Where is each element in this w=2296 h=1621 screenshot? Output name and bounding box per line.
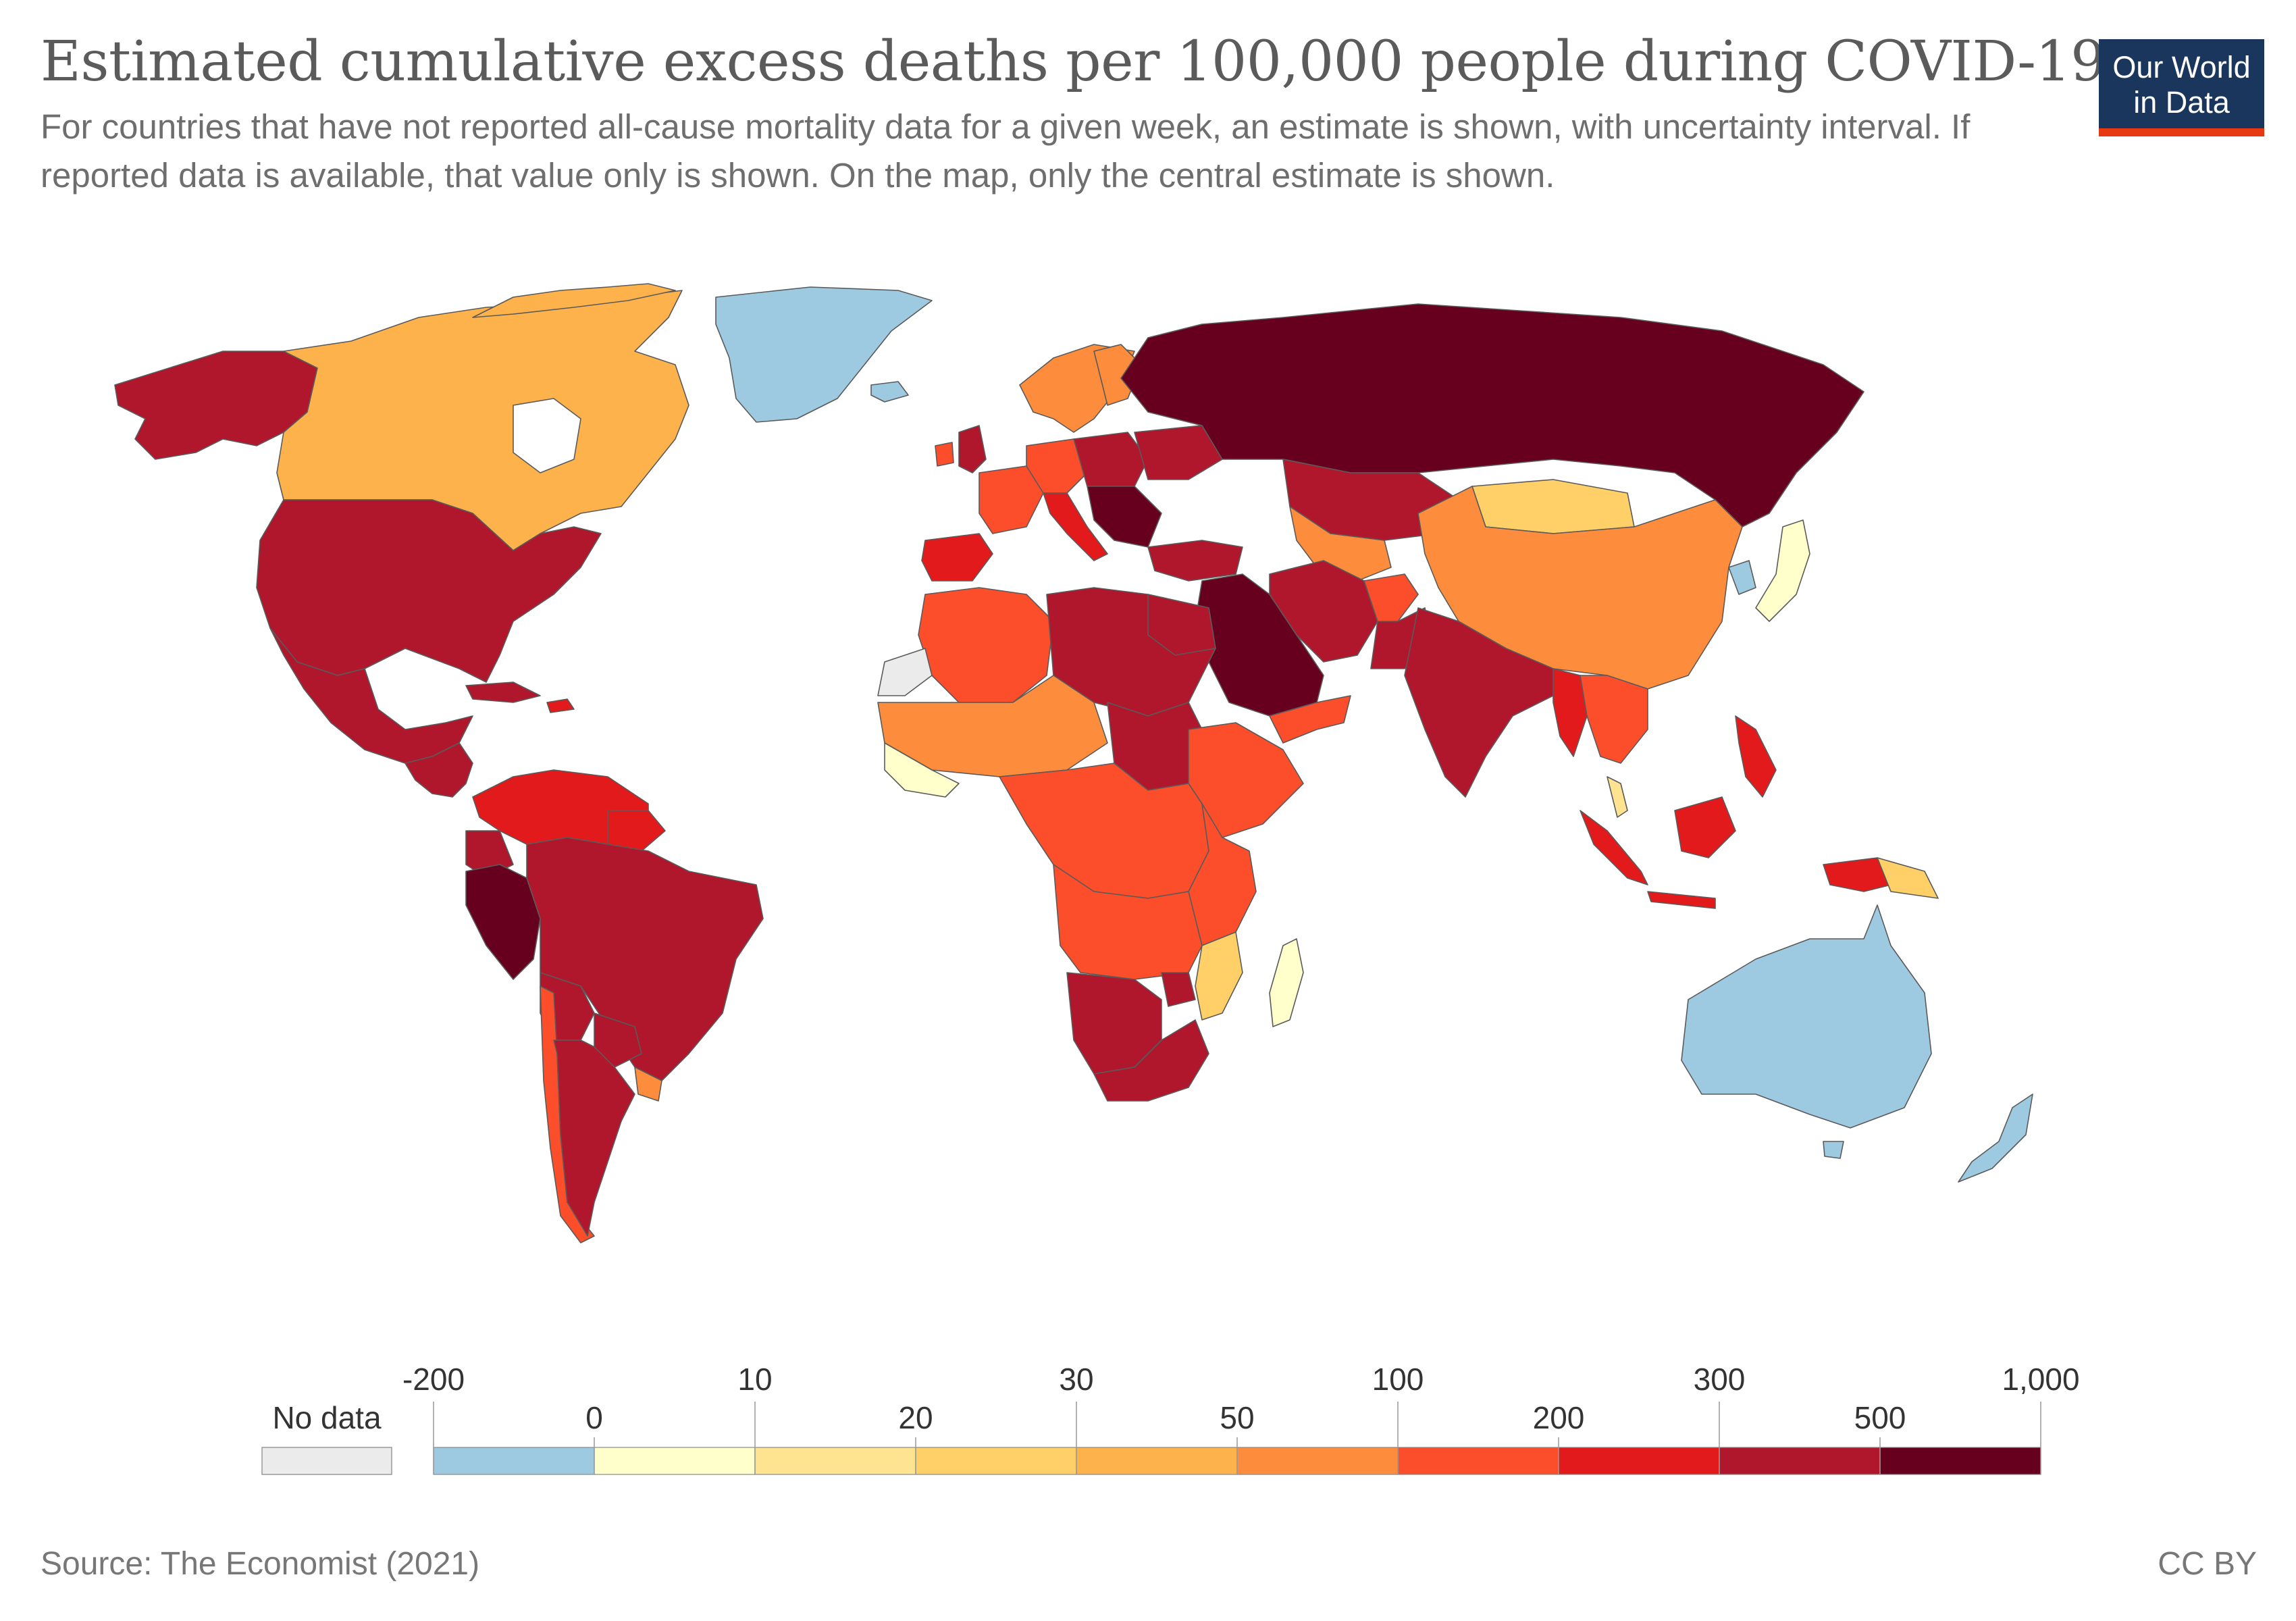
- region-borneo[interactable]: [1674, 796, 1736, 858]
- region-south-africa[interactable]: [1093, 1019, 1209, 1102]
- region-malaysia[interactable]: [1607, 776, 1628, 818]
- region-afghanistan[interactable]: [1363, 573, 1419, 622]
- legend-bin-3: [915, 1447, 1077, 1475]
- legend-bin-6: [1397, 1447, 1559, 1475]
- logo-accent-bar: [2099, 128, 2264, 136]
- region-central-america[interactable]: [405, 742, 473, 798]
- legend-tick-label: 0: [585, 1400, 603, 1435]
- region-chile[interactable]: [540, 985, 595, 1243]
- region-cuba[interactable]: [465, 681, 541, 703]
- region-indochina[interactable]: [1580, 675, 1648, 764]
- region-png[interactable]: [1877, 857, 1939, 899]
- region-italy[interactable]: [1043, 492, 1108, 561]
- legend-tick-label: 1,000: [2002, 1362, 2079, 1397]
- legend-tick-label: 300: [1694, 1362, 1746, 1397]
- region-hispaniola[interactable]: [546, 698, 575, 713]
- region-balkans[interactable]: [1087, 486, 1162, 548]
- region-iran[interactable]: [1269, 560, 1378, 663]
- region-mozambique[interactable]: [1195, 931, 1243, 1021]
- region-australia[interactable]: [1681, 904, 1932, 1129]
- legend-bin-8: [1719, 1447, 1881, 1475]
- color-legend: No data -200 10 30 100 300 1,000 0 20 50 200 500: [261, 1362, 2080, 1475]
- legend-tick-label: 100: [1372, 1362, 1424, 1397]
- region-mexico[interactable]: [269, 627, 473, 764]
- region-ukraine[interactable]: [1134, 425, 1223, 480]
- region-mongolia[interactable]: [1471, 479, 1635, 534]
- legend-bin-4: [1076, 1447, 1238, 1475]
- region-madagascar[interactable]: [1269, 938, 1304, 1027]
- legend-bin-9: [1879, 1447, 2041, 1475]
- logo-line-1: Our World: [2112, 50, 2251, 84]
- region-paraguay[interactable]: [594, 1012, 642, 1068]
- region-arabian-coast[interactable]: [1269, 695, 1351, 744]
- legend-bin-5: [1236, 1447, 1399, 1475]
- region-philippines[interactable]: [1735, 715, 1777, 798]
- legend-bin-2: [754, 1447, 916, 1475]
- region-java[interactable]: [1647, 891, 1716, 909]
- logo-line-2: in Data: [2133, 85, 2230, 120]
- region-western-sahara[interactable]: [877, 648, 933, 696]
- region-alaska[interactable]: [114, 351, 318, 460]
- region-peru[interactable]: [465, 864, 541, 980]
- legend-bin-0: [433, 1447, 595, 1475]
- source-note: Source: The Economist (2021): [41, 1546, 480, 1582]
- region-turkey[interactable]: [1147, 540, 1243, 582]
- legend-tick-label: 30: [1059, 1362, 1093, 1397]
- region-iberia[interactable]: [921, 533, 993, 582]
- region-north-africa-west[interactable]: [918, 587, 1054, 703]
- region-hudson-bay: [513, 398, 581, 473]
- region-new-zealand[interactable]: [1958, 1093, 2033, 1183]
- legend-tick-label: 200: [1533, 1400, 1585, 1435]
- legend-tick-label: -200: [402, 1362, 465, 1397]
- region-egypt[interactable]: [1147, 594, 1216, 656]
- region-india[interactable]: [1404, 607, 1554, 798]
- legend-tick-label: 500: [1854, 1400, 1906, 1435]
- region-southern-central-africa[interactable]: [1053, 864, 1203, 980]
- legend-bin-1: [594, 1447, 756, 1475]
- region-argentina[interactable]: [553, 1039, 635, 1237]
- legend-bin-7: [1558, 1447, 1720, 1475]
- chart-title: Estimated cumulative excess deaths per 1…: [41, 30, 2106, 94]
- owid-logo[interactable]: Our World in Data: [2099, 39, 2264, 136]
- region-sumatra[interactable]: [1580, 810, 1648, 885]
- region-korea[interactable]: [1728, 560, 1756, 595]
- no-data-label: No data: [272, 1400, 382, 1435]
- chart-subtitle: For countries that have not reported all…: [41, 107, 1971, 195]
- region-ireland[interactable]: [935, 442, 954, 467]
- region-guianas[interactable]: [607, 810, 666, 852]
- legend-tick-label: 50: [1220, 1400, 1254, 1435]
- region-canada-arctic[interactable]: [472, 283, 676, 318]
- region-new-guinea[interactable]: [1823, 857, 1891, 892]
- region-zimbabwe[interactable]: [1161, 972, 1196, 1007]
- legend-tick-label: 10: [737, 1362, 772, 1397]
- region-japan[interactable]: [1755, 519, 1810, 622]
- license-link[interactable]: CC BY: [2158, 1546, 2257, 1582]
- region-brazil[interactable]: [526, 837, 764, 1081]
- region-west-africa-coast[interactable]: [884, 742, 960, 798]
- region-uruguay[interactable]: [634, 1066, 662, 1102]
- no-data-swatch: [261, 1447, 392, 1475]
- region-greenland[interactable]: [715, 286, 933, 423]
- region-uk[interactable]: [958, 425, 987, 473]
- region-tasmania[interactable]: [1823, 1141, 1844, 1159]
- region-iceland[interactable]: [870, 381, 909, 403]
- legend-tick-label: 20: [898, 1400, 933, 1435]
